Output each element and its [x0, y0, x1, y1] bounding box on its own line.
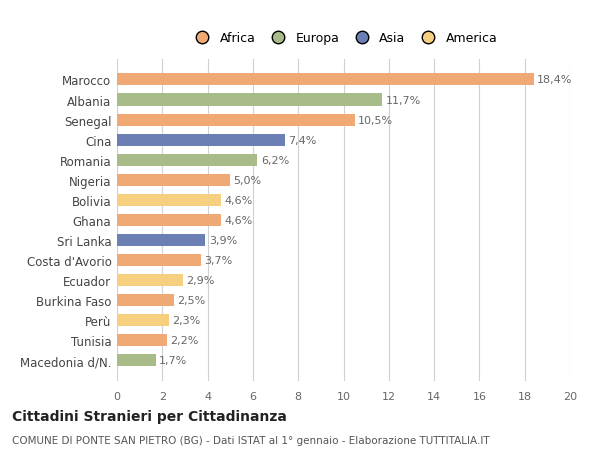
Legend: Africa, Europa, Asia, America: Africa, Europa, Asia, America — [185, 28, 502, 50]
Bar — [117, 114, 355, 126]
Bar — [117, 214, 221, 226]
Bar — [117, 154, 257, 166]
Bar — [117, 174, 230, 186]
Text: 10,5%: 10,5% — [358, 115, 394, 125]
Text: 2,5%: 2,5% — [177, 295, 205, 305]
Bar — [117, 274, 182, 286]
Text: 4,6%: 4,6% — [224, 196, 253, 205]
Text: 4,6%: 4,6% — [224, 215, 253, 225]
Text: 18,4%: 18,4% — [537, 75, 572, 85]
Bar — [117, 134, 284, 146]
Text: 11,7%: 11,7% — [385, 95, 421, 105]
Bar — [117, 254, 201, 266]
Bar — [117, 194, 221, 206]
Bar — [117, 74, 534, 86]
Text: 2,9%: 2,9% — [186, 275, 214, 285]
Text: 1,7%: 1,7% — [159, 355, 187, 365]
Text: 2,2%: 2,2% — [170, 336, 199, 345]
Text: 5,0%: 5,0% — [233, 175, 262, 185]
Bar — [117, 94, 382, 106]
Bar — [117, 314, 169, 326]
Text: 3,7%: 3,7% — [204, 255, 232, 265]
Bar — [117, 334, 167, 347]
Text: 6,2%: 6,2% — [261, 155, 289, 165]
Text: 7,4%: 7,4% — [288, 135, 316, 146]
Bar — [117, 235, 205, 246]
Bar — [117, 294, 173, 306]
Text: COMUNE DI PONTE SAN PIETRO (BG) - Dati ISTAT al 1° gennaio - Elaborazione TUTTIT: COMUNE DI PONTE SAN PIETRO (BG) - Dati I… — [12, 435, 490, 445]
Text: Cittadini Stranieri per Cittadinanza: Cittadini Stranieri per Cittadinanza — [12, 409, 287, 423]
Text: 2,3%: 2,3% — [172, 315, 201, 325]
Bar — [117, 354, 155, 366]
Text: 3,9%: 3,9% — [209, 235, 237, 245]
